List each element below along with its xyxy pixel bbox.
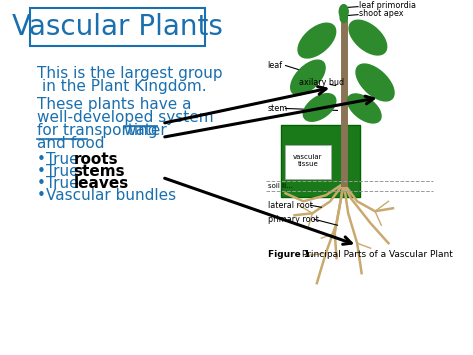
- Bar: [281, 125, 360, 197]
- Text: •: •: [37, 188, 51, 203]
- Ellipse shape: [291, 60, 325, 95]
- Text: leaf primordia: leaf primordia: [359, 1, 416, 10]
- Text: True: True: [46, 152, 83, 167]
- Text: well-developed system: well-developed system: [37, 110, 213, 125]
- Text: water: water: [123, 124, 167, 138]
- Text: for transporting: for transporting: [37, 124, 162, 138]
- Text: primary root: primary root: [268, 215, 318, 224]
- Ellipse shape: [356, 64, 394, 101]
- Text: Vascular Plants: Vascular Plants: [12, 12, 223, 40]
- Text: vascular
tissue: vascular tissue: [293, 154, 323, 167]
- Text: •: •: [37, 164, 51, 179]
- Text: •: •: [37, 176, 51, 191]
- Text: True: True: [46, 176, 83, 191]
- Text: This is the largest group: This is the largest group: [37, 66, 222, 81]
- Text: Vascular bundles: Vascular bundles: [46, 188, 176, 203]
- Text: True: True: [46, 164, 83, 179]
- Text: •: •: [37, 152, 51, 167]
- Text: leaf: leaf: [268, 61, 283, 70]
- Text: leaves: leaves: [73, 176, 129, 191]
- Ellipse shape: [340, 13, 347, 23]
- Text: These plants have a: These plants have a: [37, 98, 191, 113]
- Text: Principal Parts of a Vascular Plant: Principal Parts of a Vascular Plant: [299, 250, 453, 259]
- Text: lateral root: lateral root: [268, 201, 313, 210]
- Ellipse shape: [303, 94, 336, 121]
- Text: in the Plant Kingdom.: in the Plant Kingdom.: [42, 78, 207, 93]
- Ellipse shape: [298, 23, 336, 58]
- Text: stem: stem: [268, 104, 288, 113]
- Text: soil li...: soil li...: [268, 183, 292, 189]
- Text: axilary bud: axilary bud: [299, 78, 344, 87]
- Bar: [285, 146, 331, 179]
- Bar: [30, 8, 205, 45]
- Ellipse shape: [339, 5, 348, 18]
- Ellipse shape: [348, 94, 381, 123]
- Text: and food: and food: [37, 136, 104, 151]
- Text: roots: roots: [73, 152, 118, 167]
- Ellipse shape: [349, 20, 387, 55]
- Text: Figure 1.: Figure 1.: [268, 250, 313, 259]
- Text: stems: stems: [73, 164, 125, 179]
- Text: shoot apex: shoot apex: [359, 9, 403, 18]
